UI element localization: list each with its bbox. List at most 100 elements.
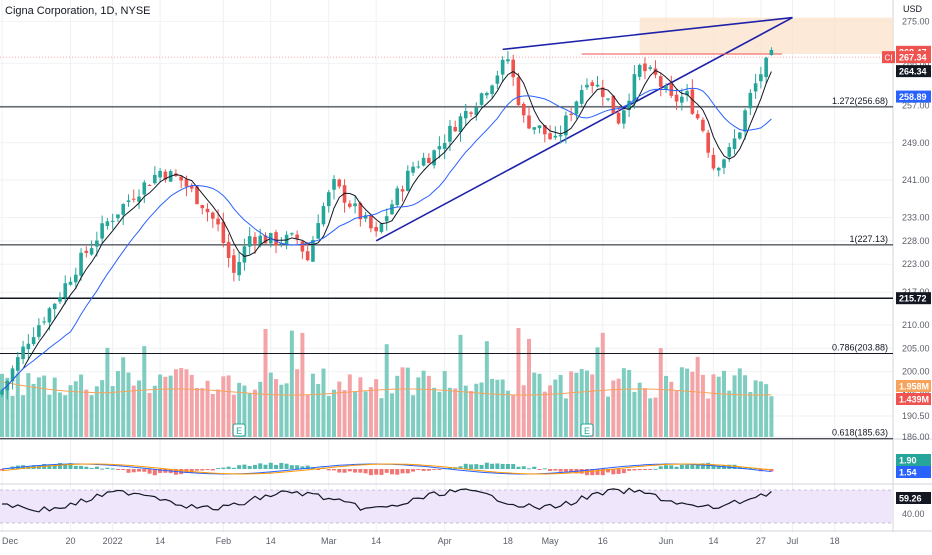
macd-histogram-bar	[368, 469, 373, 476]
candle-body	[585, 84, 589, 88]
macd-histogram-bar	[79, 465, 84, 469]
candle-body	[474, 107, 479, 116]
price-tick-label: 233.00	[902, 212, 930, 222]
volume-bar	[137, 380, 142, 437]
candle	[84, 246, 89, 258]
volume-bar	[595, 347, 600, 437]
candle-body	[16, 357, 20, 371]
macd-histogram-bar	[532, 466, 537, 469]
candle	[521, 101, 526, 123]
volume-bar	[200, 388, 205, 437]
time-tick-label: 14	[708, 536, 718, 546]
rsi-line	[2, 487, 772, 513]
macd-histogram-bar	[142, 469, 147, 472]
volume-bar	[584, 370, 589, 437]
macd-histogram-bar	[405, 469, 410, 474]
macd-histogram-bar	[679, 464, 684, 469]
candle	[195, 185, 199, 205]
candle-body	[258, 235, 263, 246]
candle-body	[764, 57, 768, 78]
price-label-box	[896, 65, 931, 78]
macd-histogram-bar	[706, 462, 711, 469]
macd-histogram-bar	[342, 469, 347, 473]
volume-bar	[337, 381, 342, 437]
macd-histogram-bar	[463, 463, 468, 469]
candle	[363, 211, 368, 223]
candle	[722, 158, 726, 175]
macd-histogram-bar	[748, 467, 753, 469]
candle-body	[337, 179, 342, 187]
macd-histogram-bar	[432, 469, 437, 470]
macd-histogram-bar	[695, 464, 700, 469]
candle-body	[690, 89, 695, 114]
candle-body	[706, 132, 710, 153]
volume-bar	[548, 385, 553, 437]
volume-bar	[732, 375, 737, 437]
candle-body	[105, 221, 110, 226]
volume-bar	[158, 374, 163, 437]
candle	[411, 161, 415, 176]
symbol-tag	[882, 51, 895, 64]
volume-bar	[316, 383, 321, 437]
volume-bar	[458, 334, 463, 437]
candle-body	[685, 91, 689, 96]
volume-bar	[679, 367, 684, 437]
volume-bar	[574, 372, 579, 437]
volume-bar	[500, 379, 505, 437]
candle	[379, 222, 384, 234]
candle-body	[532, 127, 537, 130]
macd-histogram-bar	[611, 469, 616, 475]
macd-histogram-bar	[332, 469, 337, 471]
volume-bar	[421, 370, 426, 437]
volume-bar	[416, 377, 421, 437]
candle-body	[358, 202, 363, 220]
candle	[690, 79, 695, 115]
volume-bar	[263, 328, 268, 437]
volume-bar	[484, 341, 489, 437]
candle	[153, 166, 157, 185]
time-tick-label: Dec	[2, 536, 19, 546]
candle	[711, 147, 716, 171]
volume-bar	[94, 386, 99, 437]
price-tick-label: 186.00	[902, 432, 930, 442]
candle	[695, 110, 700, 120]
grid-layer	[0, 0, 893, 532]
volume-bar	[295, 369, 300, 437]
candle	[627, 93, 631, 118]
volume-bar	[84, 389, 89, 437]
time-tick-label: Apr	[438, 536, 452, 546]
macd-histogram-bar	[305, 465, 310, 469]
fib-label: 1(227.13)	[849, 234, 888, 244]
volume-bar	[606, 396, 611, 437]
macd-histogram-bar	[84, 466, 89, 469]
candle	[564, 111, 568, 144]
macd-histogram-bar	[426, 469, 431, 471]
macd-histogram-bar	[495, 463, 500, 469]
candle	[664, 82, 668, 93]
macd-histogram-bar	[411, 469, 416, 472]
candle-body	[363, 215, 368, 219]
candle	[653, 60, 658, 79]
candle-body	[195, 186, 199, 204]
macd-histogram-bar	[421, 469, 426, 471]
candle	[205, 203, 210, 222]
drawing-layer: 1.272(256.68) 1(227.13) 0.786(203.88) 0.618…	[0, 16, 893, 440]
candle-body	[569, 113, 573, 116]
time-tick-label: Jun	[659, 536, 674, 546]
volume-bar	[700, 374, 705, 437]
candle	[163, 169, 168, 183]
candle-body	[316, 223, 320, 239]
price-tick-label: 275.00	[902, 16, 930, 26]
volume-bar	[279, 384, 284, 437]
candle-body	[147, 184, 152, 186]
volume-bar	[300, 332, 305, 437]
candle-body	[606, 98, 610, 100]
short-ma-line	[1, 69, 772, 391]
volume-bar	[727, 390, 732, 437]
candle	[137, 189, 141, 209]
candle	[437, 136, 442, 159]
candle-body	[353, 203, 357, 207]
volume-bar	[189, 374, 194, 437]
volume-bar	[42, 375, 47, 437]
